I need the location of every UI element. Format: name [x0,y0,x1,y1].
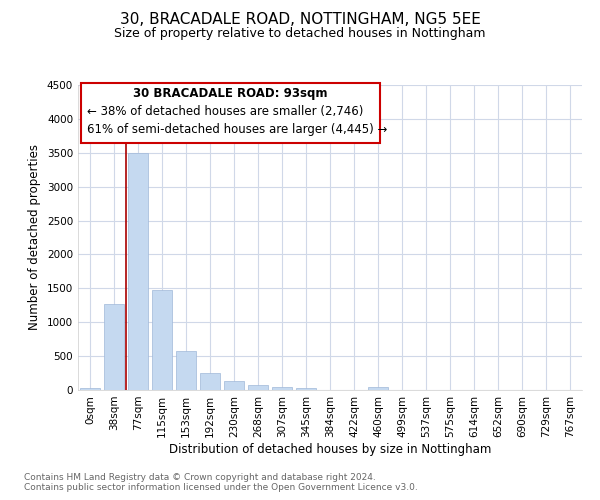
Text: 30, BRACADALE ROAD, NOTTINGHAM, NG5 5EE: 30, BRACADALE ROAD, NOTTINGHAM, NG5 5EE [119,12,481,28]
Y-axis label: Number of detached properties: Number of detached properties [28,144,41,330]
Text: 30 BRACADALE ROAD: 93sqm: 30 BRACADALE ROAD: 93sqm [133,86,328,100]
Bar [224,381,244,390]
Bar [104,304,124,390]
Bar [80,388,100,390]
Bar [272,388,292,390]
Text: Contains public sector information licensed under the Open Government Licence v3: Contains public sector information licen… [24,484,418,492]
Bar [128,153,148,390]
Bar [368,386,388,390]
Bar [200,373,220,390]
Bar [176,352,196,390]
Text: ← 38% of detached houses are smaller (2,746): ← 38% of detached houses are smaller (2,… [87,105,364,118]
Bar [248,385,268,390]
X-axis label: Distribution of detached houses by size in Nottingham: Distribution of detached houses by size … [169,442,491,456]
Bar [296,388,316,390]
Text: 61% of semi-detached houses are larger (4,445) →: 61% of semi-detached houses are larger (… [87,122,388,136]
Text: Contains HM Land Registry data © Crown copyright and database right 2024.: Contains HM Land Registry data © Crown c… [24,474,376,482]
Bar [152,290,172,390]
Text: Size of property relative to detached houses in Nottingham: Size of property relative to detached ho… [114,28,486,40]
